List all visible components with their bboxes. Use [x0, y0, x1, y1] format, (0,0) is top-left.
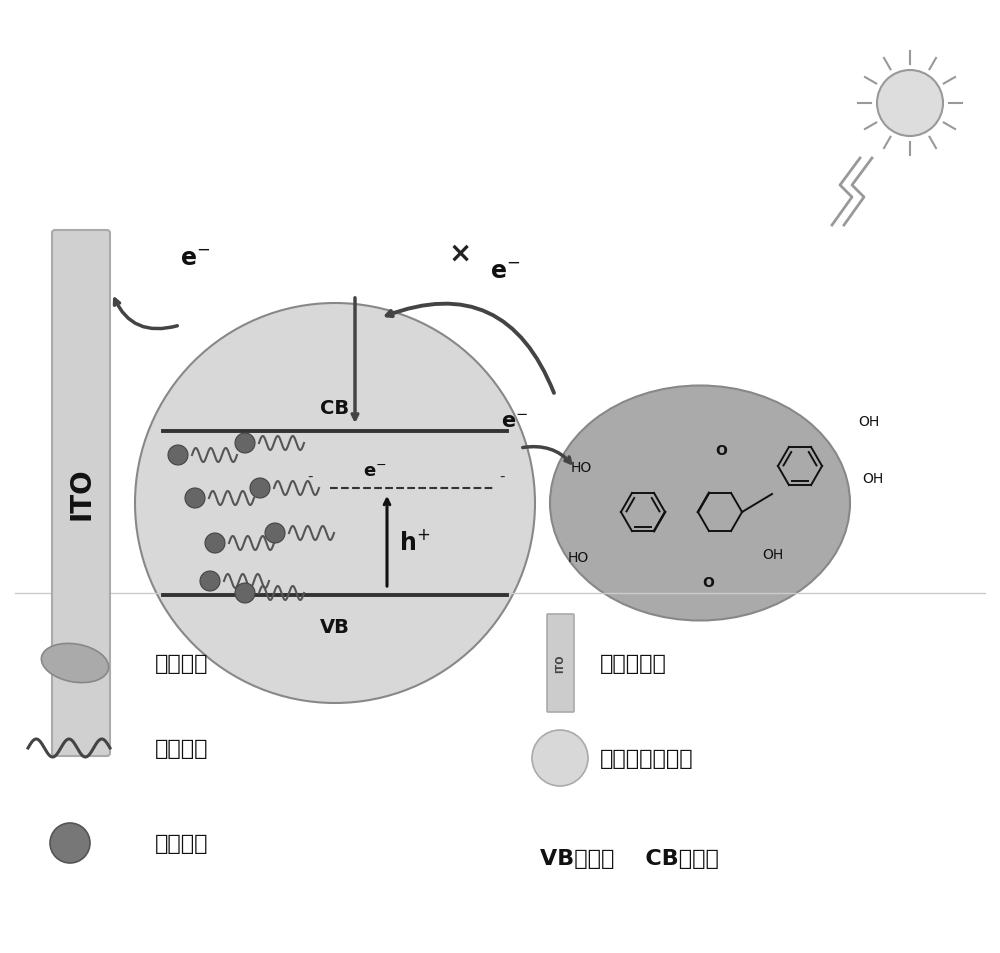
Circle shape — [877, 71, 943, 137]
Text: ：啶虫脒: ：啶虫脒 — [155, 833, 208, 853]
Text: HO: HO — [570, 460, 592, 475]
Text: ITO: ITO — [556, 654, 566, 673]
Circle shape — [265, 523, 285, 543]
Text: VB：价带    CB：导带: VB：价带 CB：导带 — [540, 848, 719, 868]
Circle shape — [235, 434, 255, 454]
FancyBboxPatch shape — [547, 615, 574, 712]
Text: OH: OH — [762, 547, 783, 561]
Text: e$^{-}$: e$^{-}$ — [363, 462, 387, 480]
Circle shape — [235, 583, 255, 603]
Text: -: - — [499, 469, 504, 483]
Text: ：钴掺杂氧化锌: ：钴掺杂氧化锌 — [600, 748, 694, 768]
Circle shape — [200, 572, 220, 592]
Ellipse shape — [41, 643, 109, 683]
Text: O: O — [715, 443, 727, 457]
Circle shape — [50, 823, 90, 863]
Text: CB: CB — [320, 398, 350, 417]
Text: O: O — [702, 576, 714, 589]
Text: ：导电玻璃: ：导电玻璃 — [600, 654, 667, 673]
Text: h$^{+}$: h$^{+}$ — [399, 530, 430, 555]
Circle shape — [185, 489, 205, 509]
Circle shape — [250, 478, 270, 498]
Text: ：槲皮素: ：槲皮素 — [155, 654, 208, 673]
Text: HO: HO — [567, 551, 589, 564]
Circle shape — [205, 534, 225, 554]
Text: OH: OH — [862, 472, 883, 485]
Ellipse shape — [550, 386, 850, 620]
Text: e$^{-}$: e$^{-}$ — [490, 260, 520, 284]
Text: OH: OH — [858, 415, 879, 429]
Text: ×: × — [448, 240, 472, 268]
Text: ITO: ITO — [67, 467, 95, 519]
Circle shape — [532, 730, 588, 786]
Text: VB: VB — [320, 618, 350, 637]
Text: e$^{-}$: e$^{-}$ — [501, 412, 529, 432]
FancyBboxPatch shape — [52, 231, 110, 757]
Text: ：适配体: ：适配体 — [155, 739, 208, 759]
Circle shape — [135, 304, 535, 703]
Text: -: - — [308, 469, 318, 483]
Circle shape — [168, 446, 188, 465]
Text: e$^{-}$: e$^{-}$ — [180, 247, 210, 271]
